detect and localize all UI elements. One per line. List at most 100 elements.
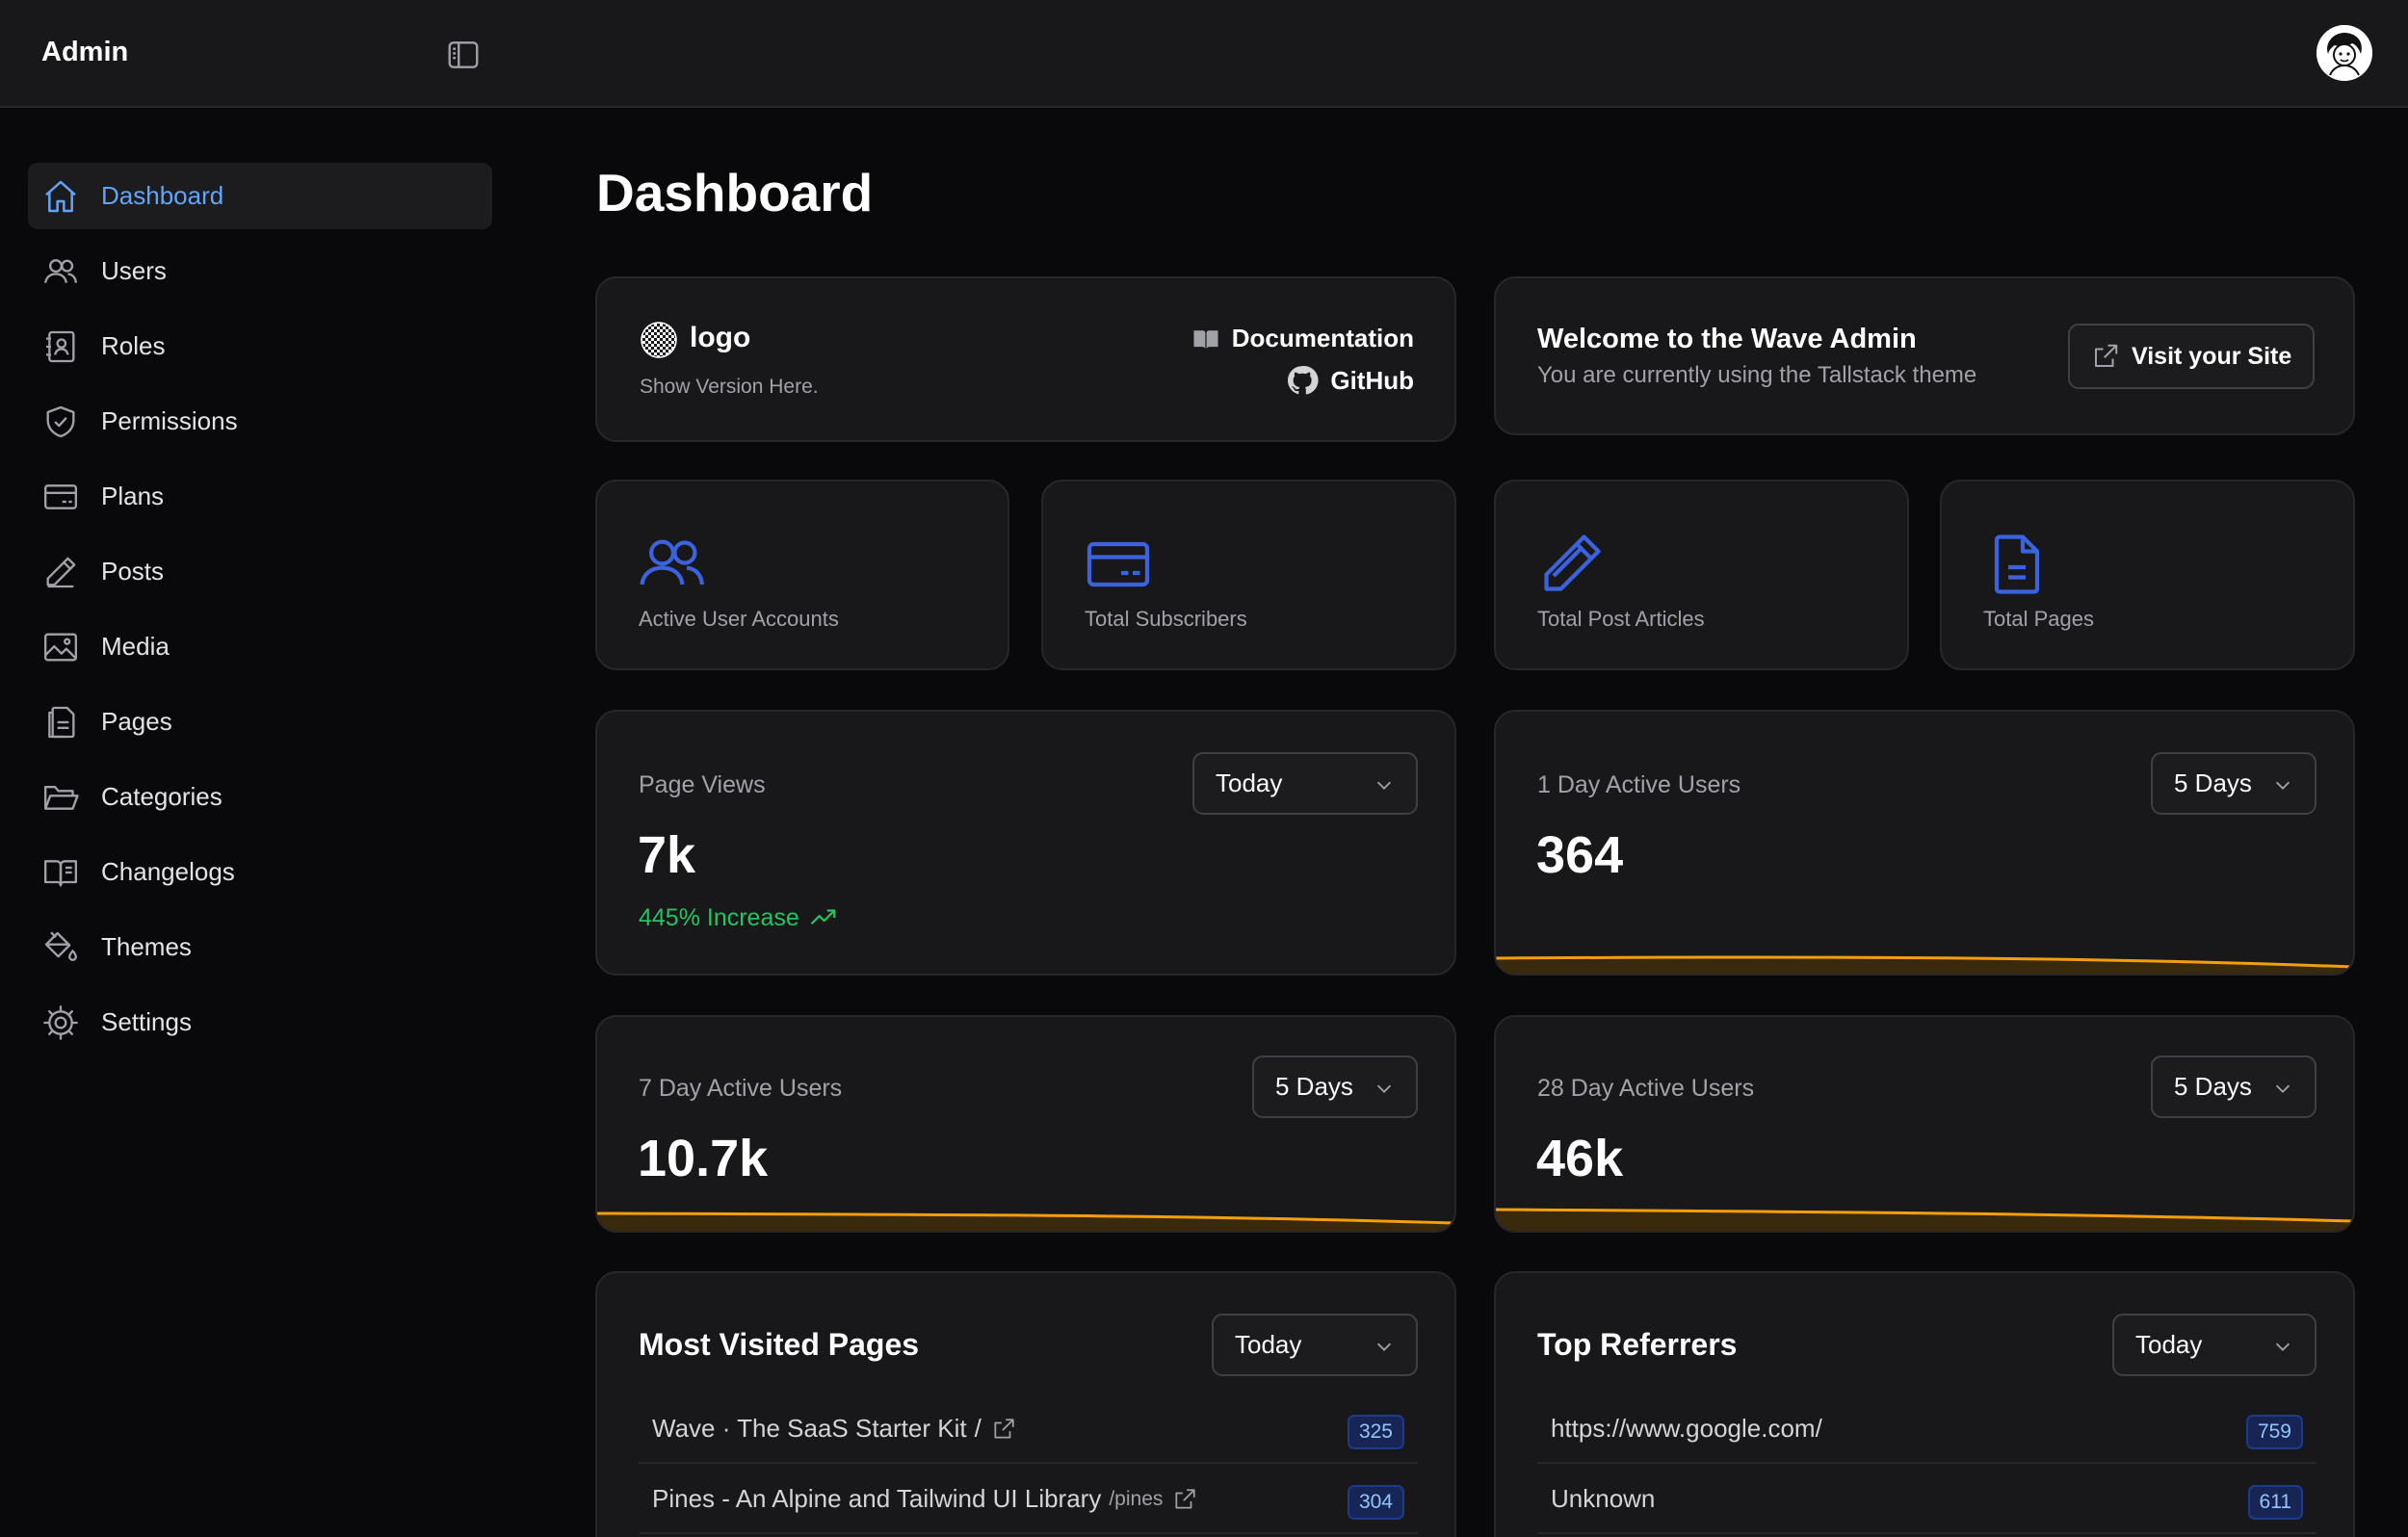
logo-text: logo	[690, 322, 751, 353]
sidebar-item-pages[interactable]: Pages	[28, 689, 492, 755]
user-avatar[interactable]	[2316, 25, 2372, 81]
sidebar-item-label: Posts	[101, 557, 165, 586]
logo-icon	[640, 321, 678, 359]
sidebar-item-themes[interactable]: Themes	[28, 914, 492, 980]
chevron-down-icon	[2272, 1336, 2293, 1357]
welcome-card: Welcome to the Wave Admin You are curren…	[1494, 276, 2355, 435]
github-link[interactable]: GitHub	[1286, 364, 1414, 397]
sidebar-item-label: Changelogs	[101, 857, 235, 886]
pages-icon	[41, 703, 80, 742]
referrer-url: https://www.google.com/	[1551, 1414, 1822, 1443]
sparkline	[1496, 955, 2353, 974]
book-open-icon	[1191, 325, 1220, 353]
welcome-title: Welcome to the Wave Admin	[1537, 324, 1917, 354]
external-link-icon[interactable]	[1172, 1487, 1197, 1512]
visit-site-label: Visit your Site	[2132, 342, 2292, 370]
seven-day-range-select[interactable]: 5 Days	[1252, 1055, 1418, 1118]
pencil-icon	[1536, 530, 1606, 599]
list-item[interactable]: Unknown 611	[1537, 1466, 2316, 1534]
welcome-subtitle: You are currently using the Tallstack th…	[1537, 362, 1977, 388]
most-visited-range-select[interactable]: Today	[1212, 1314, 1418, 1376]
metric-label: 1 Day Active Users	[1537, 771, 1741, 798]
users-icon	[41, 252, 80, 291]
one-day-range-select[interactable]: 5 Days	[2151, 752, 2316, 815]
gear-icon	[41, 1003, 80, 1042]
sidebar-nav: Dashboard Users Roles Permissions Plans …	[0, 108, 520, 1537]
sidebar-item-dashboard[interactable]: Dashboard	[28, 163, 492, 229]
stat-label: Total Post Articles	[1537, 607, 1705, 631]
info-card: logo Show Version Here. Documentation Gi…	[595, 276, 1456, 442]
most-visited-pages-card: Most Visited Pages Today Wave · The SaaS…	[595, 1271, 1456, 1537]
list-item[interactable]: Wave · The SaaS Starter Kit / 325	[639, 1395, 1418, 1464]
roles-icon	[41, 327, 80, 366]
sidebar-item-settings[interactable]: Settings	[28, 989, 492, 1055]
sidebar-item-categories[interactable]: Categories	[28, 764, 492, 830]
select-value: 5 Days	[2174, 1072, 2252, 1101]
sidebar-item-media[interactable]: Media	[28, 613, 492, 680]
increase-text: 445% Increase	[639, 903, 799, 931]
sidebar-item-posts[interactable]: Posts	[28, 538, 492, 605]
sidebar-item-roles[interactable]: Roles	[28, 313, 492, 379]
referrer-url: Unknown	[1551, 1484, 1656, 1513]
metric-label: Page Views	[639, 771, 766, 798]
list-item[interactable]: https://www.google.com/ 759	[1537, 1395, 2316, 1464]
select-value: Today	[1216, 768, 1283, 797]
sidebar-item-label: Plans	[101, 482, 165, 510]
sidebar-item-label: Permissions	[101, 406, 238, 435]
count-badge: 759	[2245, 1415, 2303, 1449]
metric-label: 7 Day Active Users	[639, 1075, 843, 1102]
sidebar-item-permissions[interactable]: Permissions	[28, 388, 492, 455]
chevron-down-icon	[1374, 1078, 1395, 1099]
list-item[interactable]: Pines - An Alpine and Tailwind UI Librar…	[639, 1466, 1418, 1534]
credit-card-icon	[1084, 530, 1153, 599]
count-badge: 611	[2247, 1485, 2303, 1520]
increase-indicator: 445% Increase	[639, 903, 838, 932]
sparkline	[597, 1211, 1454, 1231]
metric-value: 7k	[638, 826, 696, 884]
sidebar-toggle-icon[interactable]	[445, 37, 482, 73]
page-views-card: Page Views Today 7k 445% Increase	[595, 710, 1456, 976]
credit-card-icon	[41, 478, 80, 516]
page-views-range-select[interactable]: Today	[1192, 752, 1418, 815]
sidebar-item-label: Themes	[101, 932, 192, 961]
pencil-icon	[41, 553, 80, 591]
section-title: Top Referrers	[1537, 1327, 1738, 1362]
sidebar-item-label: Settings	[101, 1007, 192, 1036]
sidebar-item-plans[interactable]: Plans	[28, 463, 492, 530]
select-value: Today	[1235, 1330, 1302, 1359]
stat-card-post-articles[interactable]: Total Post Articles	[1494, 480, 1909, 670]
select-value: 5 Days	[2174, 768, 2252, 797]
sidebar-item-changelogs[interactable]: Changelogs	[28, 839, 492, 905]
page-title: Dashboard	[596, 163, 874, 222]
twenty-eight-day-active-card: 28 Day Active Users 5 Days 46k	[1494, 1015, 2355, 1233]
stat-card-subscribers[interactable]: Total Subscribers	[1041, 480, 1456, 670]
stat-card-active-users[interactable]: Active User Accounts	[595, 480, 1009, 670]
section-title: Most Visited Pages	[639, 1327, 920, 1362]
page-title-text: Wave · The SaaS Starter Kit	[652, 1414, 967, 1443]
document-icon	[1982, 530, 2052, 599]
stat-label: Active User Accounts	[639, 607, 839, 631]
stat-card-pages[interactable]: Total Pages	[1940, 480, 2355, 670]
external-link-icon	[2091, 342, 2120, 371]
github-icon	[1286, 364, 1319, 397]
top-referrers-card: Top Referrers Today https://www.google.c…	[1494, 1271, 2355, 1537]
select-value: 5 Days	[1275, 1072, 1353, 1101]
sidebar-item-users[interactable]: Users	[28, 238, 492, 304]
users-icon	[638, 530, 707, 599]
documentation-link[interactable]: Documentation	[1191, 324, 1414, 353]
page-path: /	[974, 1414, 982, 1443]
external-link-icon[interactable]	[991, 1417, 1016, 1442]
sidebar-item-label: Media	[101, 632, 170, 661]
page-path: /pines	[1109, 1487, 1164, 1510]
visit-site-button[interactable]: Visit your Site	[2068, 324, 2315, 389]
count-badge: 304	[1347, 1485, 1404, 1520]
page-title-text: Pines - An Alpine and Tailwind UI Librar…	[652, 1484, 1102, 1513]
folder-icon	[41, 778, 80, 817]
twenty-eight-day-range-select[interactable]: 5 Days	[2151, 1055, 2316, 1118]
count-badge: 325	[1347, 1415, 1404, 1449]
metric-value: 10.7k	[638, 1130, 769, 1187]
top-bar: Admin	[0, 0, 2408, 108]
top-referrers-range-select[interactable]: Today	[2112, 1314, 2316, 1376]
brand-title[interactable]: Admin	[41, 37, 129, 67]
select-value: Today	[2135, 1330, 2203, 1359]
